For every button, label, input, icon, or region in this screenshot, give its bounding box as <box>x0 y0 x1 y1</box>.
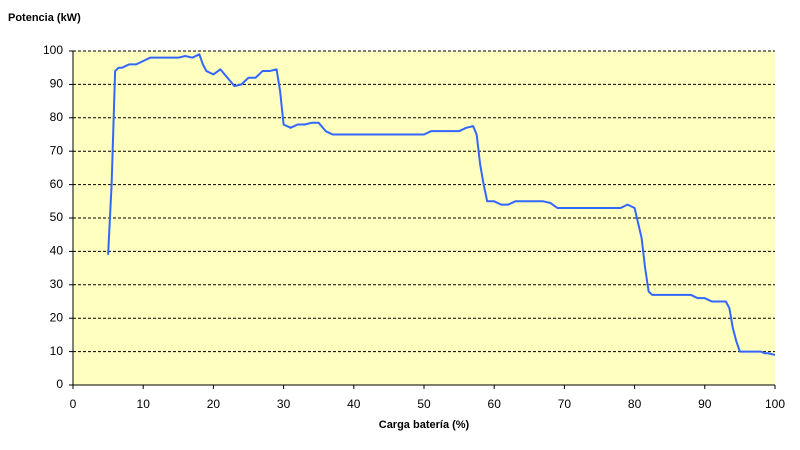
x-tick-label: 90 <box>698 397 712 411</box>
y-tick-label: 10 <box>50 344 64 358</box>
x-tick-label: 70 <box>558 397 572 411</box>
y-tick-label: 50 <box>50 210 64 224</box>
y-tick-label: 80 <box>50 110 64 124</box>
x-tick-label: 30 <box>277 397 291 411</box>
x-tick-label: 20 <box>207 397 221 411</box>
y-axis-title: Potencia (kW) <box>8 12 81 24</box>
y-tick-label: 40 <box>50 244 64 258</box>
y-tick-label: 20 <box>50 310 64 324</box>
x-tick-label: 60 <box>488 397 502 411</box>
y-tick-label: 0 <box>56 377 63 391</box>
x-tick-label: 40 <box>347 397 361 411</box>
x-tick-label: 100 <box>765 397 785 411</box>
y-tick-label: 90 <box>50 77 64 91</box>
x-tick-label: 0 <box>70 397 77 411</box>
y-tick-label: 60 <box>50 177 64 191</box>
data-line <box>107 53 776 356</box>
x-tick-label: 80 <box>628 397 642 411</box>
x-tick-label: 10 <box>137 397 151 411</box>
x-tick-label: 50 <box>417 397 431 411</box>
x-axis-title: Carga batería (%) <box>379 419 470 431</box>
y-tick-label: 30 <box>50 277 64 291</box>
y-tick-label: 70 <box>50 143 64 157</box>
y-tick-label: 100 <box>43 43 63 57</box>
